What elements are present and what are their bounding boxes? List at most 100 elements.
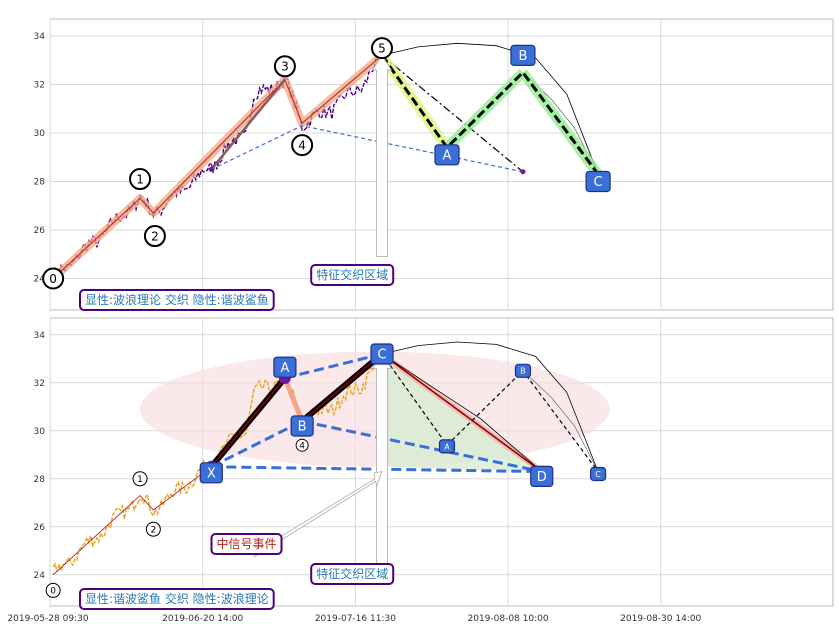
y-tick-label: 26 [34,226,46,236]
wave-point-2: 2 [145,521,161,537]
projection-arc [381,341,599,472]
y-tick-label: 24 [34,571,46,581]
harmonic-point-A-box [273,356,297,378]
abc-point-B-label: B [520,367,526,376]
wave-point-0-label: 0 [49,272,57,286]
leg-ab [282,377,305,423]
wave-point-1: 1 [132,471,148,487]
abc-line [381,353,599,472]
anchor-dot [208,166,214,172]
y-tick-label: 32 [34,379,45,389]
wave-point-4-label: 4 [299,441,305,451]
x-tick-label: 2019-06-20 14:00 [162,614,243,624]
harmonic-point-C-label: C [377,348,386,363]
x-tick-label: 2019-05-28 09:30 [7,614,88,624]
zone-label-text: 特征交织区域 [316,267,388,282]
harmonic-point-X-label: X [207,466,216,481]
abc-point-C: C [589,466,607,482]
harmonic-point-A-label: A [280,361,289,376]
wave-point-0-ring [45,582,61,598]
wave-point-4-label: 4 [298,138,306,152]
harmonic-point-D-label: D [537,470,547,485]
wave-point-5-label: 5 [378,41,386,55]
projection-dashed [211,125,524,173]
abc-point-A-label: A [443,148,452,163]
harmonic-point-A: A [273,356,297,378]
abc-point-C-label: C [595,470,601,479]
harmonic-point-B-box [290,415,314,437]
signal-label: 中信号事件 [210,533,283,555]
y-tick-label: 34 [34,32,46,42]
triangle-edge [381,353,542,472]
y-tick-label: 28 [34,177,46,187]
zone-label: 特征交织区域 [310,563,395,585]
legend-label-frame [79,289,275,311]
abc-line [380,54,600,176]
wave-point-4: 4 [295,438,309,452]
abc-point-B: B [510,44,536,66]
harmonic-dashed [210,419,303,469]
highlight-ellipse [140,351,610,467]
wave-point-3-ring [273,55,296,78]
wave-point-5-ring [370,37,393,60]
abc-point-B-box [510,44,536,66]
y-tick-label: 26 [34,523,46,533]
leg-bc-core [301,353,383,422]
y-tick-label: 30 [34,427,46,437]
abc-point-A: A [438,439,456,454]
abc-point-A-box [438,439,456,454]
abc-point-B-label: B [518,49,527,64]
wave-point-2-ring [143,225,166,248]
wave-line [52,55,383,279]
abc-point-C-label: C [594,175,603,190]
legend-label-frame [79,588,275,610]
harmonic-point-D: D [530,465,554,487]
wave-line [52,466,212,576]
signal-label-frame [210,533,283,555]
harmonic-point-C-box [370,343,394,365]
harmonic-point-D-box [530,465,554,487]
zone-label: 特征交织区域 [310,264,395,286]
x-tick-label: 2019-07-16 11:30 [315,614,396,624]
leg-cd [381,353,543,473]
wave-point-2-label: 2 [151,229,159,243]
abc-point-A-label: A [444,442,450,451]
wave-point-0-ring [42,267,65,290]
leg-xa-core [210,377,286,468]
harmonic-point-B: B [290,415,314,437]
abc-point-C-box [589,466,607,482]
abc-point-A-box [434,144,460,166]
y-tick-label: 34 [34,331,46,341]
y-tick-label: 28 [34,475,46,485]
harmonic-dashed [301,419,543,474]
wave-point-1-ring [129,168,152,191]
harmonic-point-C: C [370,343,394,365]
x-tick-label: 2019-08-30 14:00 [620,614,701,624]
wave-point-5: 5 [370,37,393,60]
pointer-arrow [371,54,393,258]
zone-label-text: 特征交织区域 [316,566,388,581]
projection-arc [381,42,599,175]
connector-line [210,78,286,171]
panel-bottom: 2426283032340124XABCDABC中信号事件特征交织区域显性:谐波… [34,317,834,610]
y-tick-label: 30 [34,129,46,139]
harmonic-dashed [284,352,383,380]
wave-point-4-ring [295,438,309,452]
anchor-dot [520,169,526,175]
wave-point-0: 0 [45,582,61,598]
signal-label-text: 中信号事件 [217,536,277,551]
wave-point-3-label: 3 [281,60,289,74]
y-tick-label: 32 [34,80,45,90]
abc-point-B: B [514,363,532,378]
y-tick-label: 24 [34,274,46,284]
wave-point-2-ring [145,521,161,537]
harmonic-point-B-label: B [298,420,307,435]
x-tick-label: 2019-08-08 10:00 [468,614,549,624]
zone-label-frame [310,264,395,286]
abc-point-C-box [585,170,611,193]
wave-point-4-ring [291,134,314,157]
abc-point-C: C [585,170,611,193]
wave-point-2-label: 2 [150,525,156,535]
